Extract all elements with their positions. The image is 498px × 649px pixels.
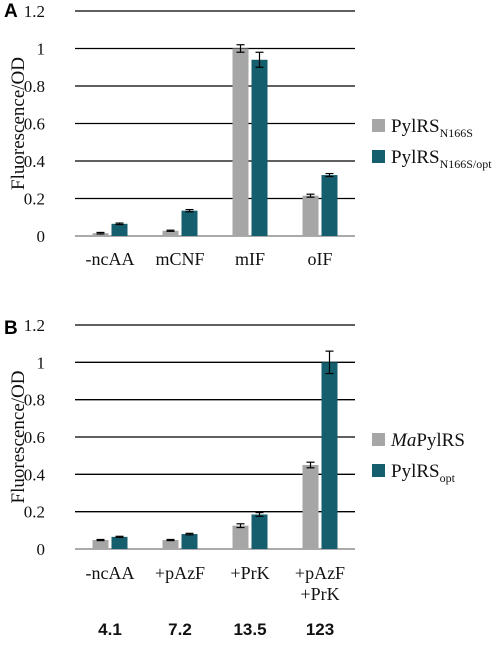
legend-swatch bbox=[372, 119, 385, 132]
bar bbox=[181, 210, 198, 236]
panel-letter: B bbox=[4, 318, 18, 339]
y-tick-label: 0 bbox=[37, 540, 46, 559]
ratio-label: 123 bbox=[306, 620, 334, 639]
ratio-label: 4.1 bbox=[98, 620, 122, 639]
x-tick-label: mCNF bbox=[155, 249, 204, 269]
y-tick-label: 1 bbox=[37, 353, 46, 372]
legend-label: PylRSN166S/opt bbox=[391, 147, 492, 171]
x-tick-label: oIF bbox=[307, 249, 332, 269]
y-tick-label: 0.2 bbox=[24, 190, 45, 209]
x-tick-label: -ncAA bbox=[86, 563, 135, 583]
y-tick-label: 0 bbox=[37, 227, 46, 246]
legend-swatch bbox=[372, 464, 385, 477]
y-tick-label: 0.8 bbox=[24, 391, 45, 410]
y-tick-label: 0.6 bbox=[24, 428, 45, 447]
y-tick-label: 0.4 bbox=[24, 465, 46, 484]
y-tick-label: 0.4 bbox=[24, 152, 46, 171]
bar bbox=[302, 195, 319, 236]
y-tick-label: 1 bbox=[37, 40, 46, 59]
legend-label: PylRSN166S bbox=[391, 116, 473, 140]
y-axis-label: Fluorescence/OD bbox=[8, 371, 29, 504]
legend-swatch bbox=[372, 150, 385, 163]
x-tick-label: +pAzF +PrK bbox=[295, 563, 345, 604]
bar bbox=[181, 534, 198, 549]
y-tick-label: 1.2 bbox=[24, 2, 45, 21]
bar bbox=[162, 540, 179, 549]
chart-panel-b: B 0 0.2 0.4 0.6 0.8 1 1.2 Fluorescence/OD -ncAA 4.… bbox=[4, 316, 465, 639]
bar bbox=[321, 362, 338, 549]
bar bbox=[321, 175, 338, 236]
bar bbox=[111, 536, 128, 549]
legend-swatch bbox=[372, 433, 385, 446]
y-tick-label: 0.2 bbox=[24, 503, 45, 522]
bar bbox=[232, 525, 249, 549]
y-axis-label: Fluorescence/OD bbox=[8, 57, 29, 190]
x-tick-label: -ncAA bbox=[86, 249, 135, 269]
y-tick-label: 1.2 bbox=[24, 316, 45, 335]
x-tick-label: +PrK bbox=[230, 563, 269, 583]
x-tick-label: +pAzF bbox=[155, 563, 205, 583]
legend-label: MaPylRS bbox=[390, 430, 465, 451]
legend-label: PylRSopt bbox=[391, 461, 456, 485]
bar bbox=[162, 230, 179, 236]
panel-letter: A bbox=[4, 1, 18, 22]
y-tick-label: 0.8 bbox=[24, 77, 45, 96]
chart-panel-a: A 0 0.2 0.4 0.6 0.8 1 1.2 Fluorescence/OD -ncAA mC… bbox=[4, 1, 492, 269]
x-tick-label: mIF bbox=[235, 249, 265, 269]
ratio-label: 13.5 bbox=[233, 620, 266, 639]
y-tick-label: 0.6 bbox=[24, 115, 45, 134]
bar bbox=[92, 540, 109, 549]
bar bbox=[111, 223, 128, 236]
bar bbox=[92, 233, 109, 236]
bar bbox=[251, 514, 268, 549]
ratio-label: 7.2 bbox=[168, 620, 192, 639]
bar bbox=[232, 48, 249, 236]
bar bbox=[302, 465, 319, 549]
bar bbox=[251, 59, 268, 236]
